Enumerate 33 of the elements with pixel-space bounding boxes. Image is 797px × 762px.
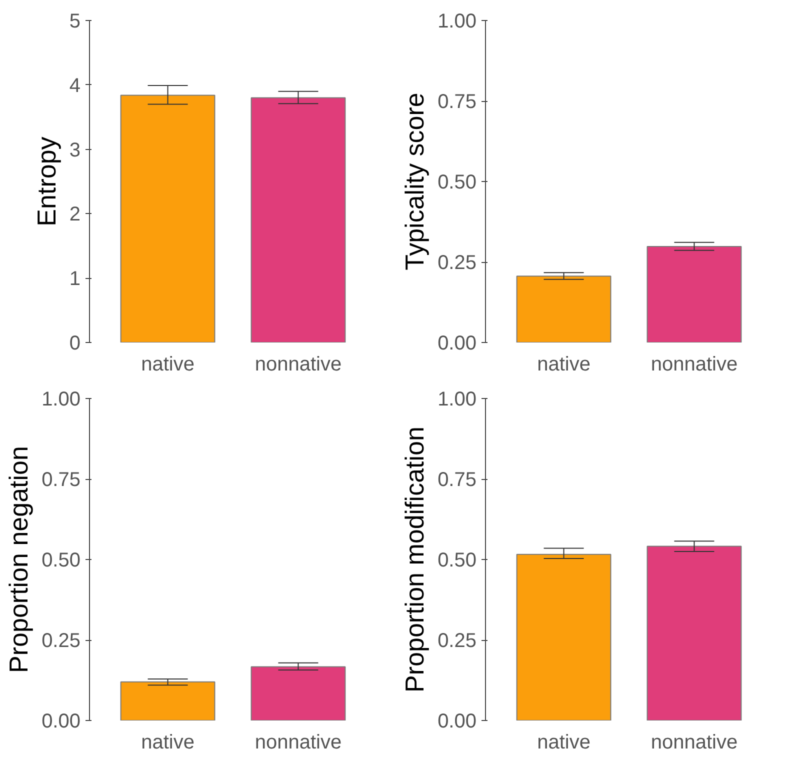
y-tick-label: 3: [69, 139, 80, 162]
x-tick-label: nonnative: [650, 354, 738, 376]
y-tick-label: 0.50: [42, 550, 81, 572]
y-tick-label: 0.75: [438, 91, 477, 113]
x-tick-label: native: [141, 732, 194, 754]
y-tick-label: 0.00: [438, 332, 477, 354]
y-tick-label: 0.75: [42, 469, 81, 491]
x-tick-label: native: [537, 354, 590, 376]
y-tick-label: 5: [69, 10, 80, 32]
y-tick-label: 0.25: [438, 252, 477, 274]
y-tick-label: 0.25: [42, 630, 81, 652]
y-tick-label: 0.50: [438, 550, 477, 572]
y-tick-label: 1.00: [42, 388, 81, 410]
y-tick-label: 2: [69, 204, 80, 226]
y-tick-label: 4: [69, 74, 80, 97]
y-tick-label: 1.00: [438, 388, 477, 410]
y-tick-label: 0.50: [438, 172, 477, 194]
y-tick-label: 0.00: [42, 710, 81, 732]
y-tick-label: 0.75: [438, 469, 477, 491]
y-axis-title: Proportion negation: [4, 446, 34, 673]
x-tick-label: native: [141, 354, 194, 376]
y-axis-title: Entropy: [31, 136, 62, 226]
y-tick-label: 1.00: [438, 10, 477, 32]
y-axis-title: Typicality score: [400, 92, 430, 270]
y-tick-label: 0: [69, 332, 80, 354]
x-tick-label: nonnative: [254, 732, 342, 754]
x-tick-label: nonnative: [650, 732, 738, 754]
y-tick-label: 0.00: [438, 710, 477, 732]
y-tick-label: 0.25: [438, 630, 477, 652]
x-tick-label: nonnative: [254, 354, 342, 376]
y-tick-label: 1: [69, 268, 80, 290]
x-tick-label: native: [537, 732, 590, 754]
y-axis-title: Proportion modification: [400, 426, 430, 692]
